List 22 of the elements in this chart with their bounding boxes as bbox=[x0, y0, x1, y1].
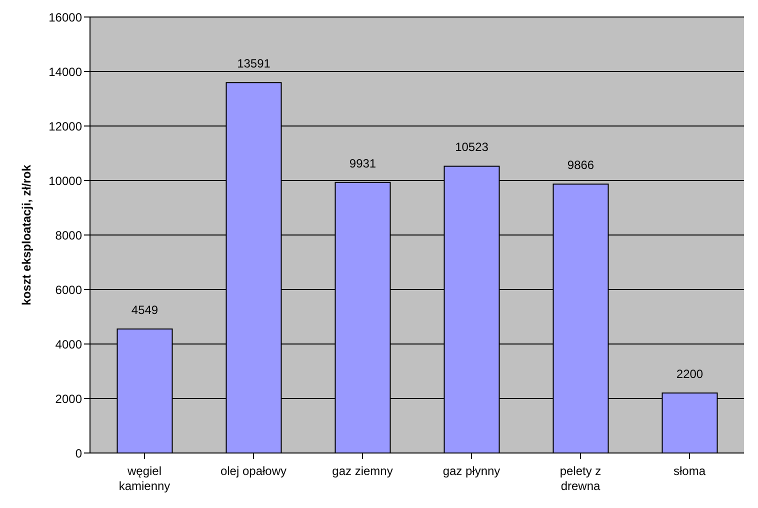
x-tick-label: olej opałowy bbox=[220, 464, 287, 478]
y-tick-label: 10000 bbox=[48, 174, 82, 188]
x-tick-label: pelety z drewna bbox=[560, 464, 602, 493]
data-label: 4549 bbox=[131, 303, 158, 318]
data-label: 9866 bbox=[567, 158, 594, 172]
y-tick-label: 0 bbox=[75, 446, 82, 460]
y-tick-label: 2000 bbox=[55, 392, 82, 406]
data-label: 9931 bbox=[349, 156, 376, 170]
data-label: 2200 bbox=[676, 367, 704, 382]
y-axis-title: koszt eksploatacji, zł/rok bbox=[19, 164, 34, 306]
data-label: 10523 bbox=[455, 140, 489, 154]
y-tick-label: 16000 bbox=[48, 10, 82, 24]
x-tick-label: gaz ziemny bbox=[332, 464, 393, 478]
data-label: 13591 bbox=[237, 56, 271, 71]
y-tick-label: 6000 bbox=[55, 282, 82, 297]
x-tick-label: węgiel kamienny bbox=[118, 464, 170, 493]
y-tick-label: 4000 bbox=[55, 337, 82, 352]
y-tick-label: 12000 bbox=[48, 119, 82, 134]
y-tick-label: 8000 bbox=[55, 228, 82, 242]
y-tick-label: 14000 bbox=[48, 64, 82, 79]
x-tick-label: gaz płynny bbox=[442, 464, 500, 478]
x-tick-label: słoma bbox=[673, 464, 706, 478]
